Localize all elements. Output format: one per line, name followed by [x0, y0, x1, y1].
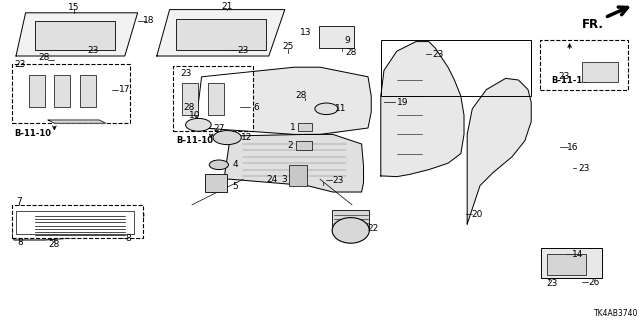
Text: 10: 10: [189, 111, 201, 120]
Text: 4: 4: [233, 160, 238, 169]
Text: 27: 27: [214, 124, 225, 132]
Polygon shape: [224, 134, 364, 192]
Text: FR.: FR.: [582, 18, 604, 31]
Text: 25: 25: [282, 42, 294, 51]
Bar: [289, 165, 307, 186]
Text: 2: 2: [287, 141, 293, 150]
Bar: [208, 83, 224, 115]
Text: 1: 1: [290, 123, 296, 132]
Text: 11: 11: [335, 104, 347, 113]
Polygon shape: [467, 78, 531, 224]
Polygon shape: [157, 10, 285, 56]
Text: 28: 28: [49, 240, 60, 249]
Text: 23: 23: [559, 72, 570, 81]
Text: 9: 9: [345, 36, 350, 44]
Text: 24: 24: [266, 175, 278, 184]
Text: 28: 28: [345, 48, 356, 57]
Text: 14: 14: [572, 250, 583, 259]
Bar: [173, 66, 253, 131]
Text: 5: 5: [233, 182, 238, 191]
Polygon shape: [16, 13, 138, 56]
Circle shape: [213, 131, 241, 145]
Text: 8: 8: [18, 238, 23, 247]
Bar: [54, 75, 70, 107]
Text: 18: 18: [143, 16, 154, 25]
Text: 23: 23: [14, 60, 26, 68]
Text: B-11-10: B-11-10: [176, 136, 213, 145]
Bar: [205, 174, 227, 192]
Text: B-11-10: B-11-10: [14, 129, 51, 138]
Ellipse shape: [332, 218, 369, 243]
Text: 23: 23: [237, 46, 249, 55]
Text: 19: 19: [397, 98, 408, 107]
Text: 22: 22: [367, 224, 379, 233]
Bar: [12, 205, 143, 238]
Text: B-11-10: B-11-10: [552, 76, 589, 85]
Bar: [541, 248, 602, 278]
Circle shape: [315, 103, 338, 115]
Bar: [547, 254, 586, 275]
Text: 3: 3: [281, 175, 287, 184]
Circle shape: [209, 160, 228, 170]
Bar: [80, 75, 96, 107]
Text: 12: 12: [241, 133, 252, 142]
Text: 28: 28: [38, 53, 50, 62]
Text: 6: 6: [253, 103, 259, 112]
Text: 17: 17: [119, 85, 131, 94]
Text: 20: 20: [471, 210, 483, 219]
Text: 23: 23: [578, 164, 589, 172]
Polygon shape: [48, 120, 106, 123]
Text: 26: 26: [588, 278, 600, 287]
Text: 8: 8: [125, 234, 131, 243]
Text: 23: 23: [332, 176, 344, 185]
Text: 13: 13: [300, 28, 312, 36]
Polygon shape: [13, 208, 144, 240]
Polygon shape: [195, 67, 371, 134]
Bar: [29, 75, 45, 107]
Text: 15: 15: [68, 3, 79, 12]
Bar: [582, 62, 618, 82]
Text: 28: 28: [183, 103, 195, 112]
Text: 23: 23: [87, 46, 99, 55]
Bar: [332, 210, 369, 230]
Text: 21: 21: [221, 2, 233, 11]
Text: 28: 28: [295, 91, 307, 100]
Text: 23: 23: [546, 279, 557, 288]
Text: 16: 16: [567, 143, 579, 152]
Bar: [298, 123, 312, 131]
Bar: [182, 83, 198, 115]
Bar: [381, 40, 531, 96]
Polygon shape: [381, 42, 464, 177]
Text: 23: 23: [433, 50, 444, 59]
Text: 23: 23: [180, 69, 191, 78]
Text: 7: 7: [16, 197, 22, 206]
Bar: [540, 40, 628, 90]
Bar: [296, 141, 312, 150]
Bar: [12, 64, 130, 123]
Bar: [319, 26, 354, 48]
Bar: [35, 21, 115, 50]
Bar: [176, 19, 266, 50]
Bar: [16, 211, 134, 234]
Text: TK4AB3740: TK4AB3740: [595, 309, 639, 318]
Circle shape: [186, 118, 211, 131]
